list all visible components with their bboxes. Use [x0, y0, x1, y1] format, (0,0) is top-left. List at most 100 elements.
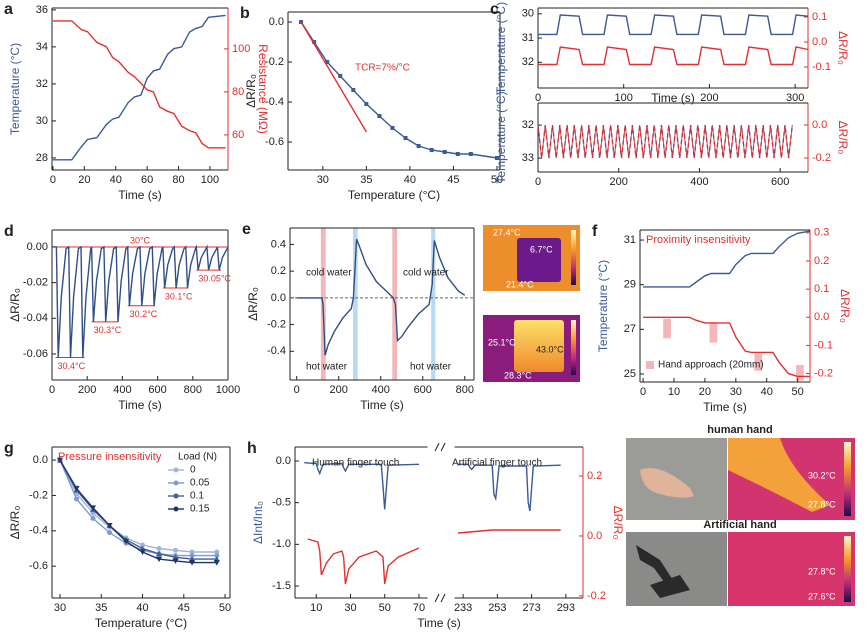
x-tick-label: 400	[113, 384, 131, 396]
marker	[364, 102, 369, 106]
panel-label: g	[4, 440, 14, 457]
panel-label: e	[242, 221, 251, 238]
x-tick-label: 70	[413, 602, 425, 614]
level-label: 30.3°C	[94, 325, 122, 335]
y2-tick-label: -0.1	[814, 339, 833, 351]
y-tick-label: 25	[624, 368, 636, 380]
y-tick-label: -0.2	[29, 489, 48, 501]
y-tick-label: -0.04	[23, 312, 48, 324]
x-tick-label: 200	[700, 92, 718, 104]
x-tick-label: 50	[491, 174, 503, 186]
marker	[156, 556, 163, 563]
level-label: 30.05°C	[198, 274, 231, 284]
y-tick-label: -0.5	[272, 497, 291, 509]
marker	[214, 553, 220, 559]
y2-tick-label: 0.1	[814, 283, 829, 295]
annotation: cold water	[306, 268, 352, 279]
y-tick-label: 28	[36, 152, 48, 164]
y-axis-label: Temperature (°C)	[494, 91, 508, 183]
x-axis-label: Time (s)	[118, 398, 162, 412]
colorbar	[571, 230, 576, 285]
level-label: 30.4°C	[58, 361, 86, 371]
marker	[139, 549, 146, 556]
marker	[494, 156, 499, 160]
legend-swatch	[173, 467, 179, 473]
y-axis-label: Temperature (°C)	[596, 260, 610, 352]
panel-label: c	[490, 1, 499, 18]
series-line	[307, 538, 420, 585]
y2-tick-label: 0.3	[814, 227, 829, 239]
temp-label: 28.3°C	[504, 370, 532, 380]
legend-label: 0	[190, 465, 196, 476]
x-tick-label: 200	[78, 384, 96, 396]
hand-heat	[728, 438, 830, 512]
y-tick-label: 30	[522, 8, 534, 20]
x-tick-label: 40	[136, 602, 148, 614]
x-tick-label: 400	[690, 176, 708, 188]
highlight	[709, 322, 718, 343]
y-tick-label: 0.0	[33, 454, 48, 466]
y-tick-label: 0.00	[27, 241, 48, 253]
marker	[173, 547, 179, 553]
y2-tick-label: 60	[232, 129, 244, 141]
series-line	[643, 316, 810, 378]
y-tick-label: 29	[624, 279, 636, 291]
marker	[189, 560, 196, 566]
chart-title: Proximity insensitivity	[646, 234, 751, 246]
y2-tick-label: -0.2	[814, 367, 833, 379]
x-tick-label: 400	[372, 384, 390, 396]
x-axis-label: Time (s)	[703, 400, 747, 414]
x-tick-label: 35	[95, 602, 107, 614]
x-tick-label: 35	[360, 174, 372, 186]
marker	[189, 549, 195, 555]
x-tick-label: 40	[404, 174, 416, 186]
y2-axis-label: ΔR/R₀	[836, 31, 850, 65]
chart-title: Pressure insensitivity	[58, 451, 162, 463]
annotation: hot water	[410, 362, 452, 373]
marker	[90, 505, 97, 511]
series-line	[537, 124, 793, 159]
series-line	[59, 459, 217, 560]
x-tick-label: 600	[148, 384, 166, 396]
panel-label: a	[4, 1, 13, 18]
x-tick-label: 30	[730, 386, 742, 398]
y2-tick-label: -0.2	[812, 152, 831, 164]
marker	[429, 148, 434, 152]
legend-label: 0.05	[190, 478, 210, 489]
x-tick-label: 273	[522, 602, 540, 614]
marker	[57, 457, 64, 464]
marker	[214, 549, 220, 555]
temp-label: 30.2°C	[808, 470, 836, 480]
y-tick-label: -0.4	[29, 525, 48, 537]
series-line	[300, 21, 368, 133]
y-axis-label: ΔR/R₀	[244, 74, 258, 108]
x-tick-label: 300	[786, 92, 804, 104]
y2-axis-label: ΔR/R₀	[838, 289, 852, 323]
temp-label: 27.8°C	[808, 566, 836, 576]
level-label: 30.2°C	[130, 309, 158, 319]
cold-spot	[517, 238, 561, 282]
y-tick-label: 32	[522, 56, 534, 68]
x-tick-label: 233	[454, 602, 472, 614]
y-axis-label: ΔR/R₀	[8, 288, 22, 322]
legend-label: Hand approach (20mm)	[658, 360, 764, 371]
x-tick-label: 0	[640, 386, 646, 398]
hot-spot	[514, 320, 564, 372]
x-tick-label: 50	[219, 602, 231, 614]
temp-label: 43.0°C	[536, 344, 564, 354]
marker	[351, 88, 356, 92]
x-axis-label: Time (s)	[417, 616, 461, 630]
highlight	[663, 318, 671, 339]
y2-tick-label: 100	[232, 43, 250, 55]
x-tick-label: 800	[184, 384, 202, 396]
x-tick-label: 20	[78, 174, 90, 186]
y2-tick-label: 0.2	[814, 255, 829, 267]
panel-label: d	[4, 223, 14, 240]
highlight	[431, 228, 436, 380]
y-tick-label: -0.6	[265, 136, 284, 148]
photo-title: human hand	[707, 424, 772, 436]
annotation: Human finger touch	[312, 458, 399, 469]
temp-label: 25.1°C	[488, 337, 516, 347]
x-tick-label: 0	[535, 176, 541, 188]
y-axis-label: ΔR/R₀	[8, 506, 22, 540]
